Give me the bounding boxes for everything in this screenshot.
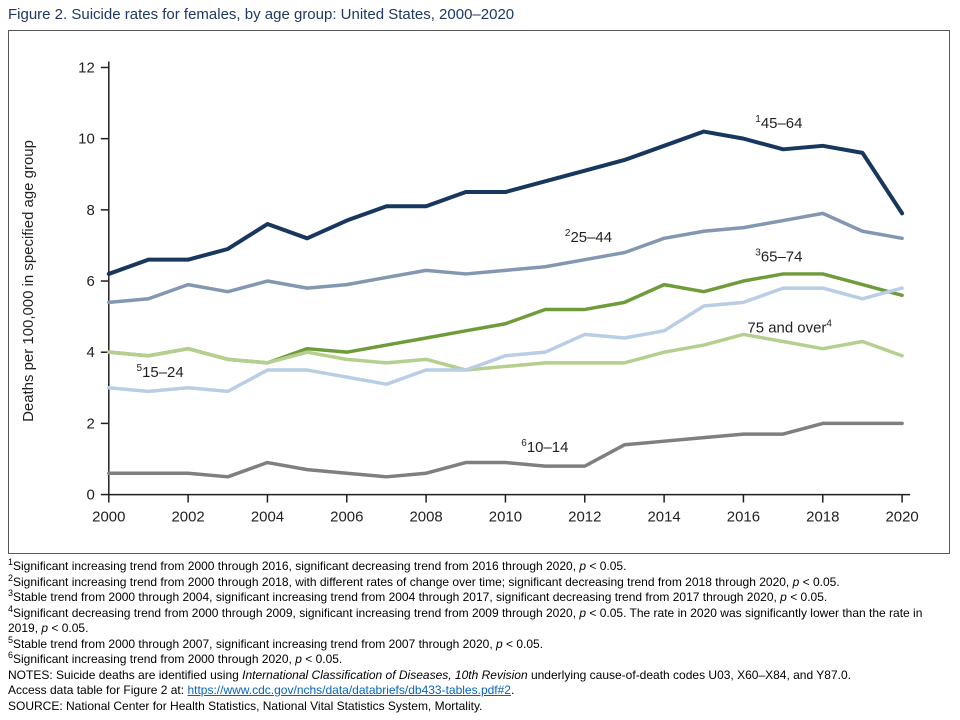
footnote-3: 3Stable trend from 2000 through 2004, si… <box>8 588 954 606</box>
y-tick-label: 2 <box>86 415 94 432</box>
series-line-25-44 <box>107 211 904 305</box>
x-tick-label: 2008 <box>409 509 442 526</box>
chart-container: 0 2 4 6 8 10 12 2000 2002 2004 2006 2008 2010 2012 201… <box>8 30 950 554</box>
footnote-text: p <box>41 621 49 635</box>
footnote-4: 4Significant decreasing trend from 2000 … <box>8 603 954 637</box>
y-tick-label: 6 <box>86 273 94 290</box>
footnote-2: 2Significant increasing trend from 2000 … <box>8 572 954 591</box>
footnote-text: Significant increasing trend from 2000 t… <box>13 574 793 589</box>
x-tick-label: 2012 <box>568 509 601 526</box>
series-label-10-14: 610–14 <box>521 438 568 456</box>
footnote-text: p <box>496 636 503 651</box>
footnote-5: 5Stable trend from 2000 through 2007, si… <box>8 634 954 653</box>
y-axis-label: Deaths per 100,000 in specified age grou… <box>20 140 37 422</box>
footnote-text: NOTES: Suicide deaths are identified usi… <box>8 667 243 682</box>
footnote-marker: 5 <box>8 634 14 645</box>
chart-footnotes: 1Significant increasing trend from 2000 … <box>8 557 954 715</box>
figure-title: Figure 2. Suicide rates for females, by … <box>8 6 515 23</box>
footnote-text: Significant increasing trend from 2000 t… <box>13 559 580 573</box>
footnote-marker: 3 <box>8 588 14 598</box>
footnote-text: Significant decreasing trend from 2000 t… <box>13 605 580 620</box>
y-tick-label: 4 <box>86 344 94 361</box>
series-label-15-24: 515–24 <box>137 363 184 381</box>
footnote-text: . <box>510 683 515 697</box>
footnote-text: < 0.05. The rate in 2020 was significant… <box>8 605 923 636</box>
series-label-65-74: 365–74 <box>755 247 802 265</box>
x-tick-label: 2020 <box>885 509 918 526</box>
footnote-marker: 4 <box>8 603 14 614</box>
notes-line: NOTES: Suicide deaths are identified usi… <box>8 668 954 684</box>
footnote-text: p <box>579 559 587 573</box>
series-label-25-44: 225–44 <box>565 228 612 246</box>
series-line-75-over <box>107 332 904 372</box>
series-label-45-64: 145–64 <box>755 114 802 132</box>
x-tick-label: 2014 <box>647 509 680 526</box>
data-table-link[interactable]: https://www.cdc.gov/nchs/data/databriefs… <box>187 683 511 697</box>
series-line-45-64 <box>106 129 905 276</box>
source-line: SOURCE: National Center for Health Stati… <box>8 699 954 715</box>
x-tick-label: 2004 <box>251 509 284 526</box>
footnote-text: Access data table for Figure 2 at: <box>8 683 188 697</box>
footnote-marker: 6 <box>8 650 14 660</box>
y-tick-label: 12 <box>78 59 95 76</box>
footnote-text: Significant increasing trend from 2000 t… <box>13 652 296 666</box>
x-tick-label: 2006 <box>330 509 363 526</box>
x-tick-label: 2000 <box>92 509 125 526</box>
footnote-text: < 0.05. <box>799 574 840 589</box>
y-tick-label: 8 <box>86 202 94 219</box>
footnote-text: p <box>780 590 787 604</box>
footnote-6: 6Significant increasing trend from 2000 … <box>8 650 954 668</box>
series-label-75-over: 75 and over4 <box>747 319 832 337</box>
footnote-text: Stable trend from 2000 through 2004, sig… <box>13 590 781 604</box>
footnote-marker: 1 <box>8 557 14 567</box>
footnote-marker: 2 <box>8 572 14 583</box>
footnote-text: Stable trend from 2000 through 2007, sig… <box>13 636 496 651</box>
x-tick-label: 2016 <box>727 509 760 526</box>
footnote-text: p <box>579 605 587 620</box>
footnote-text: underlying cause-of-death codes U03, X60… <box>527 667 851 682</box>
footnote-text: < 0.05. <box>301 652 343 666</box>
footnote-text: p <box>295 652 302 666</box>
access-data-line: Access data table for Figure 2 at: https… <box>8 683 954 699</box>
line-chart: 0 2 4 6 8 10 12 2000 2002 2004 2006 2008 2010 2012 201… <box>20 59 919 526</box>
footnote-text: p <box>792 574 800 589</box>
x-tick-label: 2018 <box>806 509 839 526</box>
footnote-text: < 0.05. <box>786 590 828 604</box>
x-tick-label: 2002 <box>171 509 204 526</box>
y-tick-label: 10 <box>78 131 95 148</box>
footnote-text: International Classification of Diseases… <box>242 667 528 682</box>
footnote-text: SOURCE: National Center for Health Stati… <box>8 698 483 713</box>
y-tick-label: 0 <box>86 487 94 504</box>
series-line-15-24 <box>107 286 904 394</box>
x-tick-label: 2010 <box>489 509 522 526</box>
footnote-text: < 0.05. <box>586 559 627 573</box>
footnote-text: < 0.05. <box>48 621 89 635</box>
footnote-1: 1Significant increasing trend from 2000 … <box>8 557 954 575</box>
footnote-text: < 0.05. <box>502 636 544 651</box>
series-line-10-14 <box>107 421 904 479</box>
